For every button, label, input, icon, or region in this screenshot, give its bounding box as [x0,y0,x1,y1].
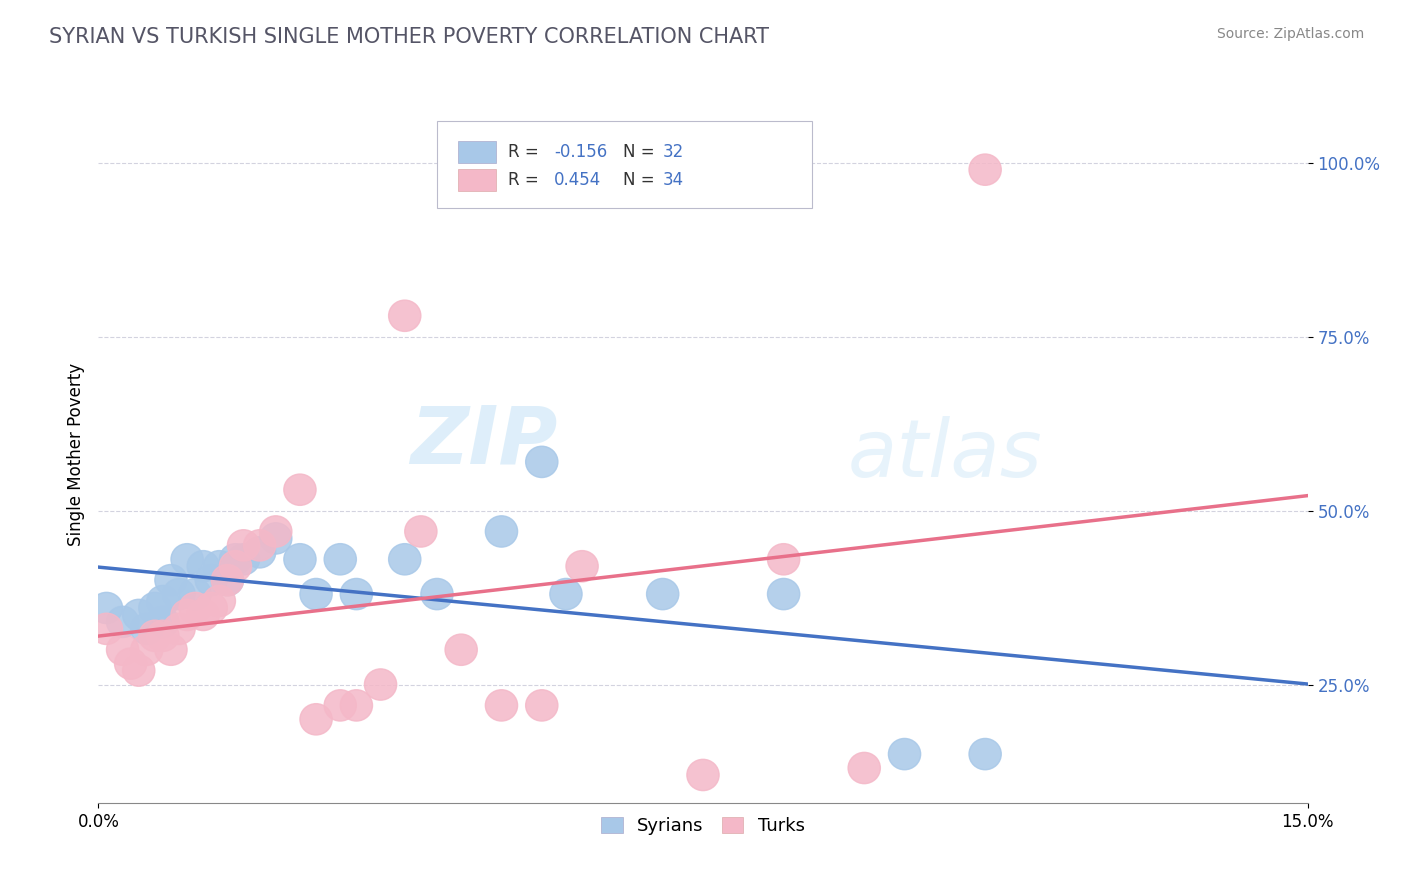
Ellipse shape [155,634,187,665]
Ellipse shape [204,550,235,582]
Ellipse shape [260,516,292,547]
Text: 0.454: 0.454 [554,171,602,189]
Ellipse shape [146,620,179,651]
Ellipse shape [179,592,211,624]
Ellipse shape [219,550,252,582]
Ellipse shape [550,578,582,610]
Ellipse shape [155,565,187,596]
FancyBboxPatch shape [437,121,811,208]
Ellipse shape [195,592,228,624]
Ellipse shape [768,578,800,610]
Ellipse shape [172,543,204,575]
Ellipse shape [204,585,235,616]
Ellipse shape [122,655,155,686]
Legend: Syrians, Turks: Syrians, Turks [593,810,813,842]
Ellipse shape [195,565,228,596]
FancyBboxPatch shape [457,141,496,163]
Ellipse shape [848,752,880,784]
Text: 32: 32 [664,144,685,161]
Ellipse shape [340,690,373,721]
Ellipse shape [969,154,1001,186]
Ellipse shape [163,578,195,610]
Ellipse shape [688,759,718,790]
Ellipse shape [211,565,243,596]
Ellipse shape [139,592,172,624]
Ellipse shape [526,690,558,721]
Ellipse shape [179,578,211,610]
Ellipse shape [172,599,204,631]
Ellipse shape [485,690,517,721]
Ellipse shape [90,613,122,645]
Ellipse shape [163,613,195,645]
Ellipse shape [131,634,163,665]
Ellipse shape [526,446,558,477]
Ellipse shape [187,599,219,631]
Ellipse shape [146,585,179,616]
Ellipse shape [228,543,260,575]
Ellipse shape [299,704,332,735]
Text: SYRIAN VS TURKISH SINGLE MOTHER POVERTY CORRELATION CHART: SYRIAN VS TURKISH SINGLE MOTHER POVERTY … [49,27,769,46]
Ellipse shape [114,648,146,680]
Ellipse shape [107,607,139,638]
FancyBboxPatch shape [457,169,496,191]
Ellipse shape [889,739,921,770]
Text: N =: N = [623,171,659,189]
Ellipse shape [388,543,420,575]
Ellipse shape [243,530,276,561]
Ellipse shape [228,530,260,561]
Ellipse shape [131,613,163,645]
Ellipse shape [243,537,276,568]
Text: R =: R = [509,144,544,161]
Ellipse shape [219,543,252,575]
Ellipse shape [299,578,332,610]
Ellipse shape [90,592,122,624]
Ellipse shape [260,523,292,554]
Ellipse shape [139,620,172,651]
Ellipse shape [325,690,356,721]
Text: -0.156: -0.156 [554,144,607,161]
Y-axis label: Single Mother Poverty: Single Mother Poverty [66,363,84,547]
Ellipse shape [768,543,800,575]
Text: ZIP: ZIP [411,402,558,480]
Text: N =: N = [623,144,659,161]
Ellipse shape [446,634,477,665]
Ellipse shape [485,516,517,547]
Text: R =: R = [509,171,544,189]
Ellipse shape [146,607,179,638]
Ellipse shape [388,300,420,332]
Text: Source: ZipAtlas.com: Source: ZipAtlas.com [1216,27,1364,41]
Ellipse shape [969,739,1001,770]
Ellipse shape [122,599,155,631]
Ellipse shape [405,516,437,547]
Ellipse shape [187,550,219,582]
Ellipse shape [325,543,356,575]
Ellipse shape [567,550,598,582]
Ellipse shape [284,543,316,575]
Ellipse shape [647,578,679,610]
Ellipse shape [284,474,316,506]
Ellipse shape [364,669,396,700]
Ellipse shape [211,565,243,596]
Text: 34: 34 [664,171,685,189]
Ellipse shape [107,634,139,665]
Ellipse shape [420,578,453,610]
Text: atlas: atlas [848,416,1043,494]
Ellipse shape [340,578,373,610]
